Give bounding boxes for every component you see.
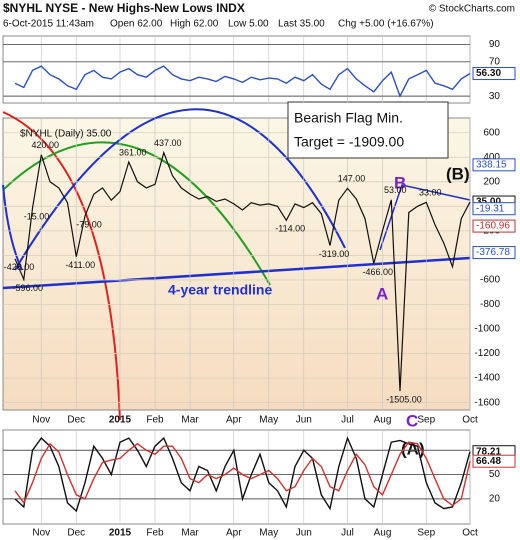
stoch-panel <box>2 429 471 525</box>
green-arc <box>2 141 271 286</box>
data-label: -596.00 <box>12 283 43 293</box>
series-line <box>14 150 471 392</box>
y-tick-label: 90 <box>489 39 501 50</box>
x-tick-label: Jul <box>341 415 354 426</box>
rsi-panel <box>2 35 471 104</box>
indicator-label: -376.78 <box>476 247 510 258</box>
indicator-box <box>472 246 516 260</box>
date: 6-Oct-2015 11:43am <box>3 19 94 30</box>
x-tick-label: Apr <box>226 415 242 426</box>
x-tick-label: Feb <box>146 415 164 426</box>
y-tick-label: -600 <box>480 275 500 286</box>
x-tick-label: Jun <box>296 528 312 539</box>
x-tick-label: Aug <box>374 415 392 426</box>
x-tick-label: Nov <box>32 415 50 426</box>
x-tick-label: Dec <box>67 415 85 426</box>
series-line <box>14 441 471 507</box>
data-label: -15.00 <box>24 212 50 222</box>
x-tick-label: Apr <box>226 528 242 539</box>
data-label: -319.00 <box>319 249 350 259</box>
data-label: -466.00 <box>362 267 393 277</box>
y-tick-label: 30 <box>489 91 501 102</box>
indicator-box <box>472 202 516 216</box>
x-tick-label: Feb <box>146 528 164 539</box>
x-tick-label: May <box>259 528 278 539</box>
x-tick-label: Mar <box>181 415 199 426</box>
trendline-label: 4-year trendline <box>168 282 272 298</box>
low: Low 5.00 <box>228 19 269 30</box>
indicator-box <box>472 219 516 233</box>
data-label: 33.00 <box>419 188 442 198</box>
x-tick-label: May <box>259 415 278 426</box>
x-tick-label: Sep <box>417 415 435 426</box>
legend-entry: $NYHL (Daily) 35.00 <box>20 129 112 140</box>
y-tick-label: 70 <box>489 56 501 67</box>
flag-lines <box>379 184 471 251</box>
series-line <box>14 65 471 98</box>
data-label: 53.00 <box>384 185 407 195</box>
data-label: -428.00 <box>4 262 35 272</box>
last-value-label: 56.30 <box>476 68 501 79</box>
data-label: -411.00 <box>65 260 95 270</box>
indicator-box <box>472 158 516 172</box>
flag-box <box>287 101 449 159</box>
wave-label: (B) <box>446 164 470 183</box>
x-tick-label: Jun <box>296 415 312 426</box>
x-tick-label: Nov <box>32 528 50 539</box>
last-value-label: 78.21 <box>476 446 501 457</box>
y-tick-label: 400 <box>483 152 500 163</box>
flag-target: Target = -1909.00 <box>294 134 404 150</box>
flag-title: Bearish Flag Min. <box>294 110 403 126</box>
last-value-box <box>472 67 516 81</box>
x-tick-label: 2015 <box>109 528 132 539</box>
copyright: © StockCharts.com <box>429 4 515 15</box>
last-value-label: 66.48 <box>476 456 501 467</box>
x-tick-label: Jul <box>341 528 354 539</box>
y-tick-label: 200 <box>483 176 500 187</box>
data-label: 361.00 <box>119 147 147 157</box>
indicator-label: 338.15 <box>476 159 507 170</box>
last: Last 35.00 <box>278 19 325 30</box>
x-tick-label: 2015 <box>109 415 132 426</box>
y-tick-label: 20 <box>489 494 501 505</box>
y-tick-label: -1000 <box>474 324 500 335</box>
last-value-box <box>472 454 516 468</box>
x-tick-label: Oct <box>462 528 478 539</box>
cycle-arcs <box>2 108 471 421</box>
blue-arc-left <box>2 184 23 271</box>
data-label: -1505.00 <box>386 394 422 404</box>
y-tick-label: -1600 <box>474 397 500 408</box>
series-line <box>14 436 471 513</box>
y-tick-label: 600 <box>483 127 500 138</box>
x-tick-label: Dec <box>67 528 85 539</box>
y-tick-label: 50 <box>489 469 501 480</box>
indicator-label: -19.31 <box>476 203 505 214</box>
x-tick-label: Oct <box>462 415 478 426</box>
wave-label: B <box>394 173 406 192</box>
change: Chg +5.00 (+16.67%) <box>338 19 434 30</box>
wave-label: A <box>376 284 388 303</box>
open: Open 62.00 <box>110 19 163 30</box>
y-tick-label: -1200 <box>474 348 500 359</box>
data-label: 420.00 <box>31 140 59 150</box>
last-value-label: 35.00 <box>476 197 501 208</box>
indicator-label: -160.96 <box>476 221 510 232</box>
title: $NYHL NYSE - New Highs-New Lows INDX <box>3 1 245 15</box>
y-tick-label: -1400 <box>474 373 500 384</box>
data-label: -79.00 <box>76 219 102 229</box>
x-tick-label: Mar <box>181 528 199 539</box>
trendline <box>2 256 471 290</box>
data-label: -114.00 <box>275 224 305 234</box>
high: High 62.00 <box>170 19 219 30</box>
x-tick-label: Sep <box>417 528 435 539</box>
y-tick-label: -800 <box>480 299 500 310</box>
data-label: 437.00 <box>154 138 182 148</box>
x-tick-label: Aug <box>374 528 392 539</box>
wave-label: C <box>406 411 418 430</box>
data-label: 147.00 <box>338 174 366 184</box>
